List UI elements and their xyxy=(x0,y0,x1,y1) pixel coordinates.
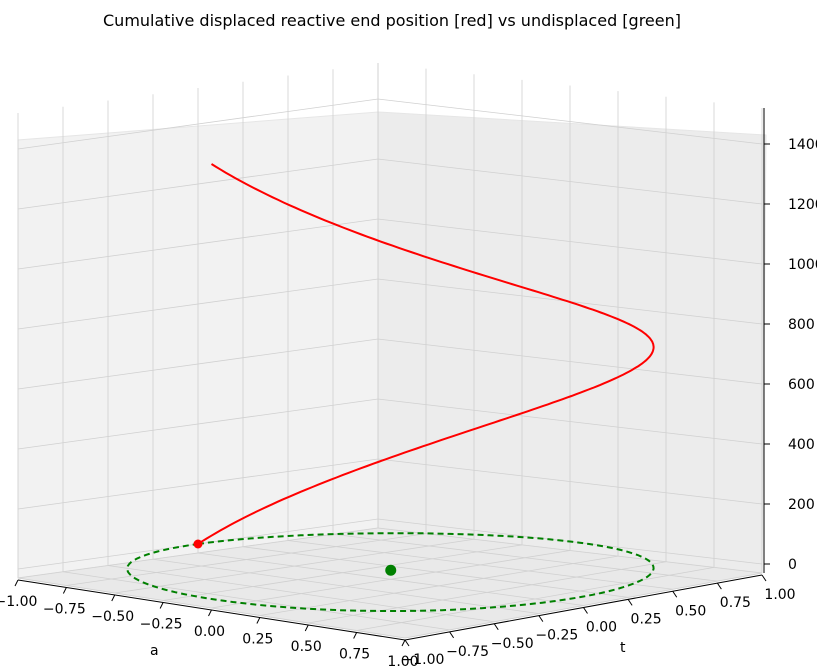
floor-grid-line xyxy=(332,533,718,582)
y-tick-label: −0.50 xyxy=(491,636,534,652)
y-tick-mark xyxy=(672,590,678,598)
x-tick-label: 0.25 xyxy=(242,632,273,648)
y-tick-label: −0.25 xyxy=(535,628,578,644)
y-tick-mark xyxy=(761,574,767,582)
grid-lines xyxy=(17,63,763,639)
y-tick-mark xyxy=(583,607,588,614)
x-tick-mark xyxy=(14,579,19,587)
chart-title: Cumulative displaced reactive end positi… xyxy=(103,11,681,30)
z-tick-label: 1000 xyxy=(788,257,817,273)
x-tick-label: −1.00 xyxy=(0,594,37,610)
y-tick-mark xyxy=(716,582,722,590)
displaced-start-marker xyxy=(193,539,203,549)
floor-grid-line xyxy=(152,558,539,615)
x-tick-mark xyxy=(401,639,406,647)
displaced-helix-line xyxy=(197,163,655,545)
x-tick-mark xyxy=(353,632,358,639)
y-tick-label: 0.50 xyxy=(675,603,706,619)
x-tick-mark xyxy=(62,587,67,594)
y-axis-label: t xyxy=(620,640,626,656)
floor-grid-line xyxy=(107,565,495,623)
wall-grid-line xyxy=(17,158,763,210)
z-tick-label: 1200 xyxy=(788,197,817,213)
floor-grid-line xyxy=(62,571,450,631)
x-tick-mark xyxy=(304,624,309,632)
z-tick-label: 1400 xyxy=(788,137,817,153)
y-tick-label: 0.75 xyxy=(720,595,751,611)
y-tick-label: −0.75 xyxy=(446,644,489,660)
x-tick-label: 1.00 xyxy=(387,654,418,668)
wall-grid-line xyxy=(17,518,763,570)
y-tick-label: 1.00 xyxy=(764,587,795,603)
pane-faces xyxy=(17,111,767,639)
y-tick-mark xyxy=(538,615,544,622)
z-tick-label: 600 xyxy=(788,377,815,393)
floor-grid-line xyxy=(287,540,673,590)
series-layer xyxy=(126,163,655,612)
x-tick-label: −0.50 xyxy=(91,609,134,625)
right-pane xyxy=(377,111,767,574)
z-tick-label: 800 xyxy=(788,317,815,333)
floor-grid-line xyxy=(242,546,629,598)
y-tick-label: −1.00 xyxy=(402,652,445,668)
tick-labels: −1.00 −0.75 −0.50 −0.25 0.00 0.25 0.50 0.75 1.00… xyxy=(0,137,817,668)
wall-grid-line xyxy=(17,218,763,270)
wall-grid-line xyxy=(17,98,763,150)
x-tick-label: −0.75 xyxy=(43,602,86,618)
axes xyxy=(14,108,770,647)
y-tick-mark xyxy=(449,631,455,639)
z-tick-label: 400 xyxy=(788,437,815,453)
x-tick-label: 0.75 xyxy=(339,647,370,663)
x-tick-mark xyxy=(159,602,164,609)
x-tick-label: 0.00 xyxy=(194,624,225,640)
x-tick-label: −0.25 xyxy=(140,617,183,633)
wall-grid-line xyxy=(17,398,763,450)
y-tick-label: 0.00 xyxy=(586,620,617,636)
undisplaced-centre-marker xyxy=(385,564,397,576)
x-axis-label: a xyxy=(150,643,159,659)
floor-grid-line xyxy=(197,552,584,606)
undisplaced-circle-line xyxy=(126,532,655,612)
x-tick-label: 0.50 xyxy=(291,639,322,655)
y-tick-mark xyxy=(627,599,633,606)
floor-grid-line xyxy=(17,577,406,639)
z-tick-label: 200 xyxy=(788,497,815,513)
y-tick-mark xyxy=(404,639,410,647)
x-tick-mark xyxy=(111,594,116,602)
x-tick-mark xyxy=(256,617,261,624)
z-tick-label: 0 xyxy=(788,557,797,573)
y-tick-label: 0.25 xyxy=(631,611,662,627)
x-tick-mark xyxy=(208,609,212,617)
wall-grid-line xyxy=(17,458,763,510)
y-tick-mark xyxy=(493,623,499,631)
wall-grid-line xyxy=(17,278,763,330)
